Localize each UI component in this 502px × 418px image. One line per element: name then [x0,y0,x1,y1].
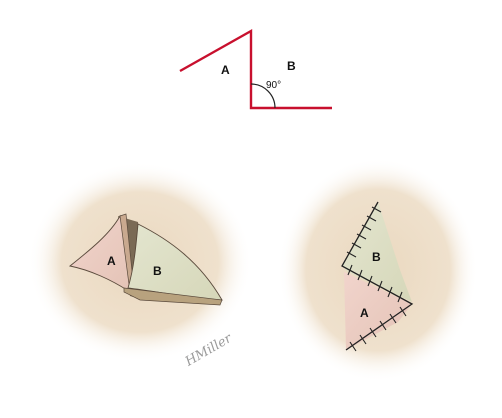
flap-b-label: B [287,59,296,73]
flap-a-label-right: A [360,306,369,320]
flap-a-label: A [221,63,230,77]
flap-a-right [344,272,412,350]
top-schematic: A B 90° [179,28,332,110]
flap-b-label-left: B [153,264,162,278]
suture-stitches [346,206,407,352]
flap-b-label-right: B [372,250,381,264]
right-illustration: B A [278,158,478,382]
flap-b-edge [123,287,223,306]
incision-line-upper [179,28,332,110]
left-illustration: A B HMiller [28,162,252,370]
suture-line-right [341,201,414,351]
right-angle-arc [250,83,276,109]
angle-label: 90° [266,80,281,91]
flap-a-label-left: A [107,254,116,268]
